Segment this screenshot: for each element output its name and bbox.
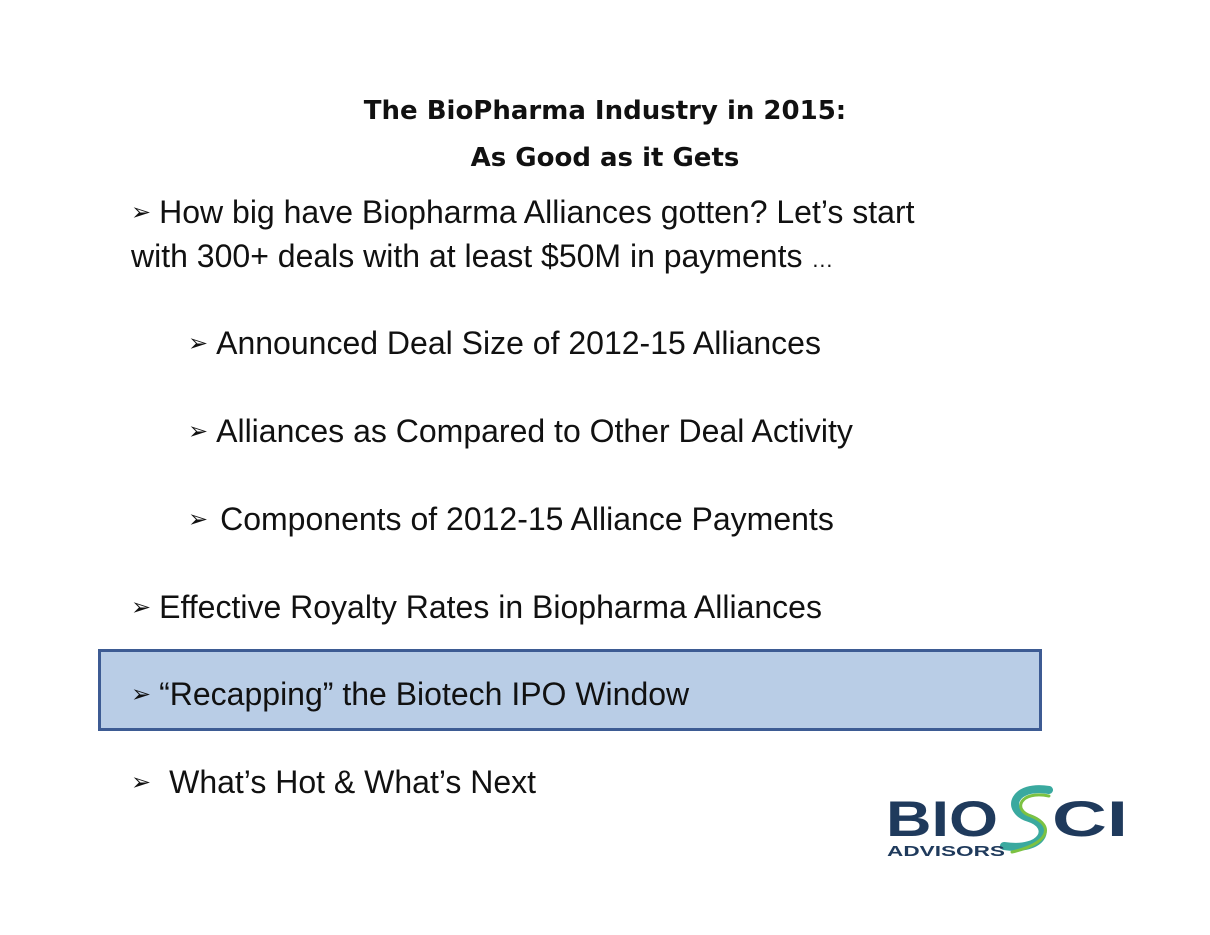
- dna-helix-strand-icon: [1010, 793, 1051, 854]
- arrow-bullet-icon: ➢: [188, 506, 209, 533]
- slide-title-line2: As Good as it Gets: [470, 143, 740, 173]
- biosci-advisors-logo: BIO S CI ADVISORS: [886, 785, 1128, 860]
- intro-line1: How big have Biopharma Alliances gotten?…: [159, 194, 915, 230]
- sub-item: ➢ Components of 2012-15 Alliance Payments: [188, 501, 834, 538]
- agenda-item-label: What’s Hot & What’s Next: [169, 764, 537, 800]
- intro-line2-text: with 300+ deals with at least $50M in pa…: [131, 238, 803, 274]
- intro-line2: with 300+ deals with at least $50M in pa…: [131, 238, 833, 275]
- arrow-bullet-icon: ➢: [131, 199, 152, 226]
- arrow-bullet-icon: ➢: [188, 330, 209, 357]
- agenda-item-current: ➢ “Recapping” the Biotech IPO Window: [131, 676, 689, 713]
- sub-item-label: Announced Deal Size of 2012-15 Alliances: [216, 325, 821, 361]
- intro-ellipsis: …: [811, 247, 834, 272]
- arrow-bullet-icon: ➢: [188, 418, 209, 445]
- current-topic-highlight: [98, 649, 1042, 731]
- arrow-bullet-icon: ➢: [131, 769, 152, 796]
- arrow-bullet-icon: ➢: [131, 681, 152, 708]
- arrow-bullet-icon: ➢: [131, 594, 152, 621]
- sub-item-label: Alliances as Compared to Other Deal Acti…: [216, 413, 853, 449]
- sub-item: ➢ Alliances as Compared to Other Deal Act…: [188, 413, 853, 450]
- agenda-item: ➢ Effective Royalty Rates in Biopharma Al…: [131, 589, 822, 626]
- slide-title-line1: The BioPharma Industry in 2015:: [363, 96, 847, 126]
- agenda-item: ➢ What’s Hot & What’s Next: [131, 764, 536, 801]
- logo-word-bio: BIO: [886, 791, 998, 847]
- logo-word-ci: CI: [1052, 791, 1128, 847]
- agenda-item-label: Effective Royalty Rates in Biopharma All…: [159, 589, 822, 625]
- sub-item-label: Components of 2012-15 Alliance Payments: [220, 501, 834, 537]
- sub-item: ➢ Announced Deal Size of 2012-15 Alliance…: [188, 325, 821, 362]
- agenda-item-label: “Recapping” the Biotech IPO Window: [159, 676, 690, 712]
- intro-bullet: ➢ How big have Biopharma Alliances gotten…: [131, 194, 915, 231]
- logo-subtitle: ADVISORS: [887, 843, 1005, 860]
